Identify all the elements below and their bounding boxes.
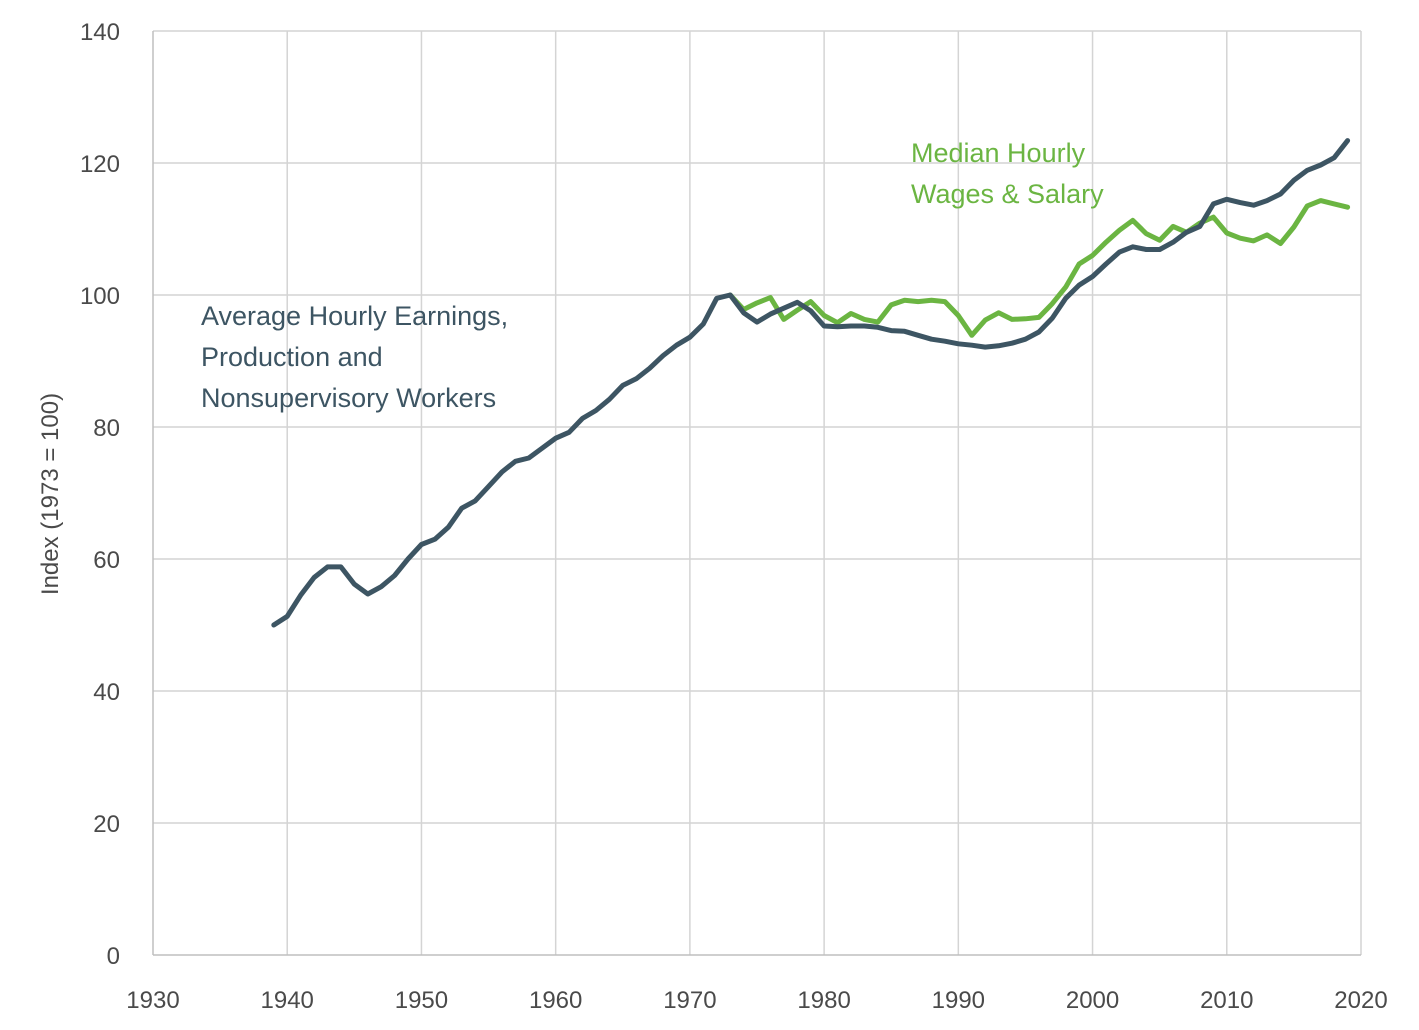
y-tick-label: 120 — [80, 151, 120, 178]
x-tick-label: 2020 — [1334, 987, 1387, 1014]
x-tick-label: 1950 — [395, 987, 448, 1014]
y-tick-label: 80 — [93, 415, 120, 442]
series-label-average-hourly-earnings: Production and — [201, 342, 383, 372]
x-tick-label: 1980 — [797, 987, 850, 1014]
x-tick-label: 1940 — [261, 987, 314, 1014]
series-line-average-hourly-earnings — [271, 138, 1351, 628]
x-tick-label: 2000 — [1066, 987, 1119, 1014]
x-tick-label: 2010 — [1200, 987, 1253, 1014]
y-tick-label: 40 — [93, 679, 120, 706]
series-label-median-hourly-wages: Median Hourly — [911, 138, 1086, 168]
x-tick-label: 1970 — [663, 987, 716, 1014]
x-tick-label: 1930 — [126, 987, 179, 1014]
y-tick-labels: 0 20 40 60 80 100 120 140 — [80, 19, 120, 970]
y-tick-label: 100 — [80, 283, 120, 310]
series-label-median-hourly-wages: Wages & Salary — [911, 179, 1104, 209]
y-tick-label: 0 — [107, 943, 120, 970]
y-tick-label: 20 — [93, 811, 120, 838]
x-tick-label: 1990 — [932, 987, 985, 1014]
series-labels: Average Hourly Earnings, Production and No… — [201, 138, 1104, 413]
series-label-average-hourly-earnings: Average Hourly Earnings, — [201, 301, 508, 331]
x-tick-labels: 1930 1940 1950 1960 1970 1980 1990 2000 2010 2020 — [126, 987, 1387, 1014]
series-lines — [271, 138, 1351, 628]
gridlines — [153, 30, 1362, 955]
axes — [152, 31, 1361, 956]
x-tick-label: 1960 — [529, 987, 582, 1014]
y-tick-label: 60 — [93, 547, 120, 574]
series-label-average-hourly-earnings: Nonsupervisory Workers — [201, 383, 496, 413]
y-axis-title: Index (1973 = 100) — [37, 393, 64, 595]
y-tick-label: 140 — [80, 19, 120, 46]
series-line-median-hourly-wages — [727, 198, 1351, 338]
